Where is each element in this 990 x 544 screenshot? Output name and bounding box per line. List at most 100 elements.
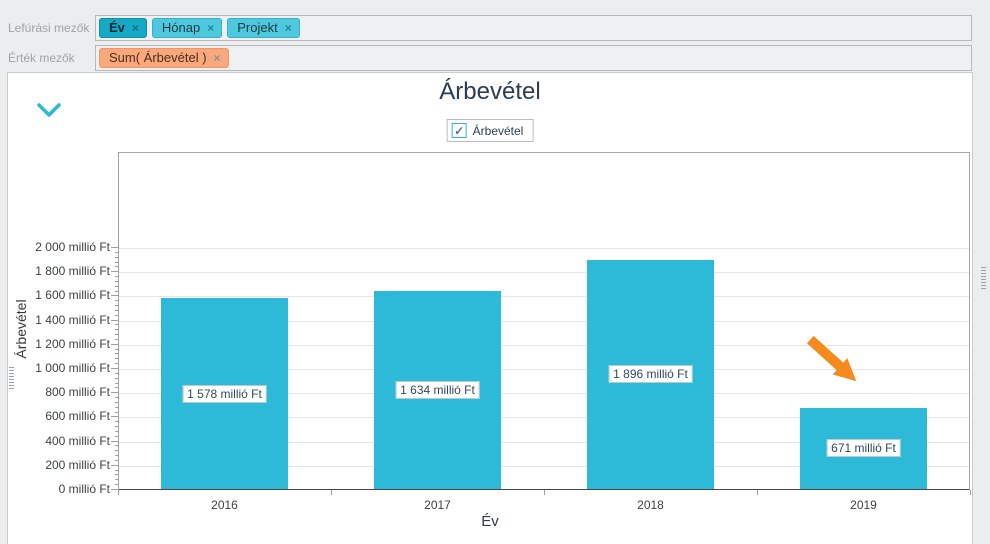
- gridline: [119, 344, 969, 346]
- x-axis-category-label: 2016: [211, 498, 238, 512]
- y-axis-minor-tick: [115, 459, 119, 461]
- field-chip-projekt[interactable]: Projekt ×: [227, 18, 300, 38]
- y-axis-minor-tick: [115, 300, 119, 302]
- y-axis-minor-tick: [115, 348, 119, 350]
- y-axis-tick-label: 2 000 millió Ft: [35, 240, 110, 254]
- y-axis-tick-label: 200 millió Ft: [45, 457, 110, 472]
- gridline: [119, 393, 969, 395]
- y-axis-tick-label: 600 millió Ft: [45, 409, 110, 424]
- y-axis-minor-tick: [115, 276, 119, 278]
- y-axis-minor-tick: [115, 324, 119, 326]
- y-axis-minor-tick: [115, 421, 119, 423]
- y-axis-minor-tick: [115, 406, 119, 408]
- value-fields-label: Érték mezők: [8, 51, 75, 65]
- splitter-grip-right[interactable]: [981, 267, 986, 289]
- remove-field-icon[interactable]: ×: [213, 51, 221, 65]
- y-axis-tick-label: 1 400 millió Ft: [35, 312, 110, 327]
- y-axis-minor-tick: [115, 353, 119, 355]
- y-axis-tick-label: 1 800 millió Ft: [35, 264, 110, 279]
- gridline: [119, 320, 969, 322]
- field-chip-sum-rbev-tel[interactable]: Sum( Árbevétel ) ×: [99, 48, 229, 68]
- y-axis-tick-label: 1 200 millió Ft: [35, 336, 110, 351]
- plot-area: [118, 152, 970, 490]
- y-axis-minor-tick: [115, 329, 119, 331]
- y-axis-minor-tick: [115, 290, 119, 292]
- gridline: [119, 417, 969, 419]
- y-axis-minor-tick: [115, 256, 119, 258]
- y-axis-minor-tick: [115, 314, 119, 316]
- x-axis-category-label: 2018: [637, 498, 664, 512]
- x-axis-category-label: 2017: [424, 498, 451, 512]
- legend-item[interactable]: ✓ Árbevétel: [446, 119, 534, 142]
- y-axis-minor-tick: [115, 435, 119, 437]
- splitter-grip-left[interactable]: [9, 367, 14, 389]
- x-axis-title: Év: [481, 513, 499, 530]
- field-chip-label: Hónap: [161, 20, 201, 35]
- y-axis-tick: [111, 440, 119, 442]
- y-axis-tick: [111, 343, 119, 345]
- x-axis-tick: [544, 490, 545, 495]
- y-axis-tick: [111, 319, 119, 321]
- x-axis-tick: [757, 490, 758, 495]
- y-axis-minor-tick: [115, 397, 119, 399]
- field-chip-h-nap[interactable]: Hónap ×: [151, 18, 223, 38]
- field-chip-label: Sum( Árbevétel ): [109, 50, 207, 65]
- y-axis-tick-label: 400 millió Ft: [45, 433, 110, 448]
- y-axis-minor-tick: [115, 309, 119, 311]
- y-axis-tick: [111, 489, 119, 490]
- y-axis-minor-tick: [115, 445, 119, 447]
- gridline: [119, 272, 969, 274]
- drill-fields-label: Lefúrási mezők: [8, 21, 90, 35]
- bar-value-label: 1 634 millió Ft: [395, 381, 480, 400]
- remove-field-icon[interactable]: ×: [207, 21, 215, 35]
- remove-field-icon[interactable]: ×: [131, 21, 139, 35]
- y-axis-minor-tick: [115, 377, 119, 379]
- gridline: [119, 248, 969, 249]
- y-axis-minor-tick: [115, 455, 119, 457]
- y-axis-tick: [111, 247, 119, 248]
- bar-value-label: 1 578 millió Ft: [182, 384, 267, 403]
- y-axis-minor-tick: [115, 401, 119, 403]
- y-axis-tick: [111, 392, 119, 394]
- gridline: [119, 296, 969, 298]
- x-axis-tick: [970, 490, 971, 495]
- y-axis-minor-tick: [115, 387, 119, 389]
- y-axis-minor-tick: [115, 285, 119, 287]
- y-axis-minor-tick: [115, 358, 119, 360]
- y-axis-minor-tick: [115, 280, 119, 282]
- drill-fields-row: Lefúrási mezők Év × Hónap × Projekt ×: [0, 15, 990, 41]
- y-axis-tick: [111, 368, 119, 369]
- y-axis-minor-tick: [115, 479, 119, 481]
- y-axis-minor-tick: [115, 334, 119, 336]
- value-fields-row: Érték mezők Sum( Árbevétel ) ×: [0, 45, 990, 71]
- y-axis-minor-tick: [115, 469, 119, 471]
- y-axis-tick-label: 1 600 millió Ft: [35, 288, 110, 303]
- y-axis-minor-tick: [115, 338, 119, 340]
- x-axis-tick: [118, 490, 119, 495]
- bar-value-label: 671 millió Ft: [826, 439, 901, 458]
- value-fields-well[interactable]: Sum( Árbevétel ) ×: [95, 45, 972, 71]
- drill-fields-well[interactable]: Év × Hónap × Projekt ×: [95, 15, 972, 41]
- y-axis-minor-tick: [115, 305, 119, 307]
- legend-checkbox-icon[interactable]: ✓: [451, 123, 467, 138]
- remove-field-icon[interactable]: ×: [284, 21, 292, 35]
- chevron-down-icon[interactable]: [36, 101, 62, 119]
- x-axis-tick: [331, 490, 332, 495]
- gridline: [119, 465, 969, 467]
- y-axis-tick: [111, 271, 119, 273]
- field-chip-label: Projekt: [237, 20, 278, 35]
- field-chip-label: Év: [109, 20, 125, 35]
- gridline: [119, 441, 969, 443]
- y-axis-minor-tick: [115, 474, 119, 476]
- gridline: [119, 369, 969, 370]
- y-axis-tick: [111, 416, 119, 418]
- y-axis-tick-label: 800 millió Ft: [45, 385, 110, 400]
- field-chip-v[interactable]: Év ×: [99, 18, 147, 38]
- y-axis-tick: [111, 295, 119, 297]
- x-axis-category-label: 2019: [850, 498, 877, 512]
- bar-value-label: 1 896 millió Ft: [608, 365, 693, 384]
- y-axis-minor-tick: [115, 426, 119, 428]
- legend-label: Árbevétel: [472, 123, 524, 138]
- y-axis-minor-tick: [115, 266, 119, 268]
